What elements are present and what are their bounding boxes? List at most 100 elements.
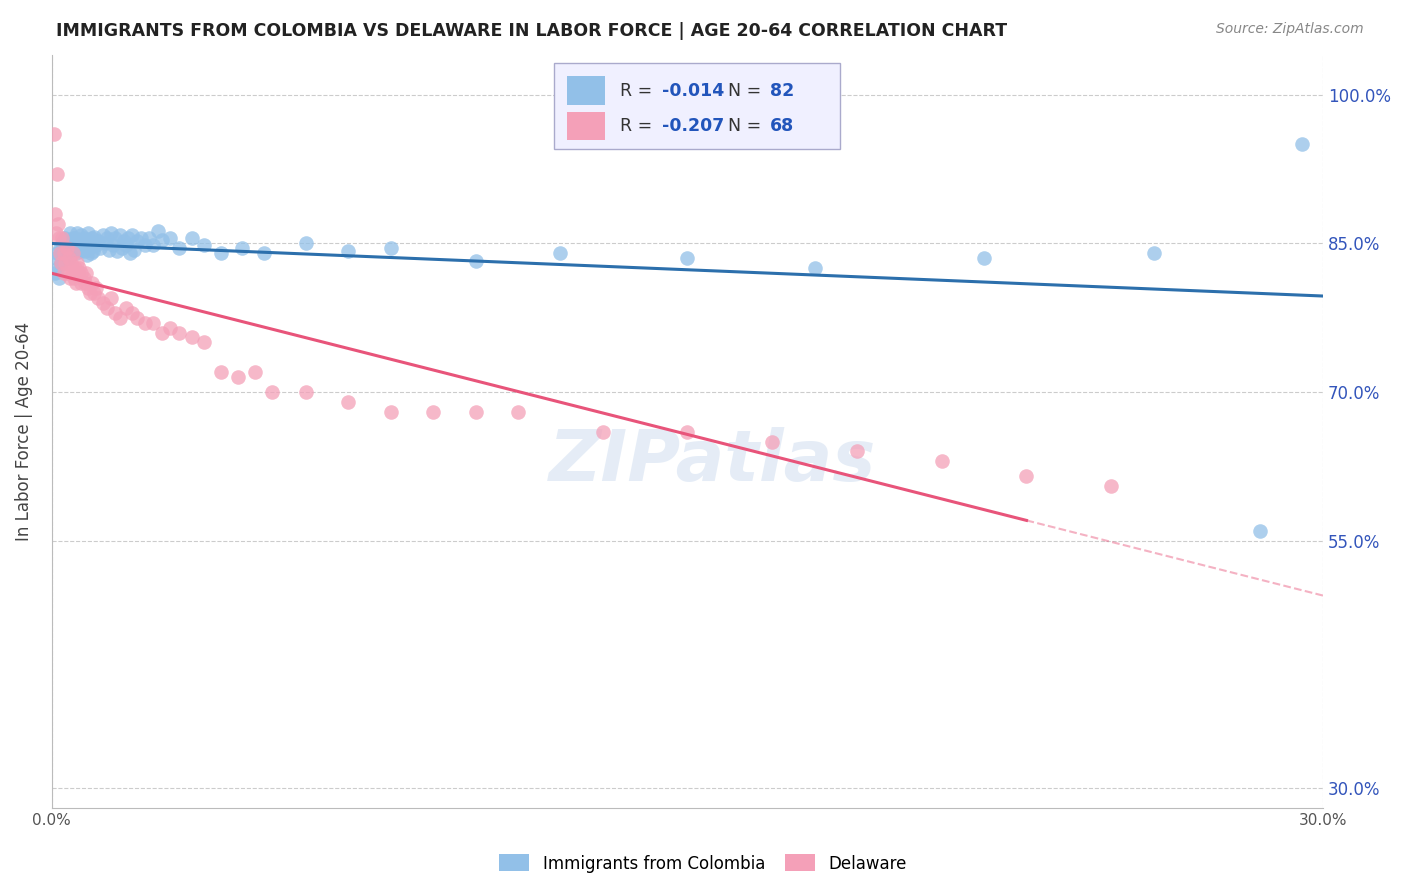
Point xyxy=(62,271,84,285)
Legend: Immigrants from Colombia, Delaware: Immigrants from Colombia, Delaware xyxy=(492,847,914,880)
Point xyxy=(72,271,94,285)
Point xyxy=(72,231,94,245)
Point xyxy=(58,271,80,285)
Point xyxy=(676,252,699,266)
Point xyxy=(58,252,80,266)
Point xyxy=(45,167,67,181)
Point xyxy=(1142,246,1164,260)
Point xyxy=(53,246,76,260)
Point xyxy=(87,291,110,305)
Point xyxy=(1249,524,1271,538)
Point xyxy=(146,225,169,239)
Point xyxy=(180,330,202,344)
Point xyxy=(59,236,82,251)
Point xyxy=(108,228,131,243)
Point xyxy=(931,454,953,468)
Point xyxy=(79,235,101,249)
Point xyxy=(167,241,190,255)
Point xyxy=(66,256,89,270)
Point xyxy=(75,266,97,280)
Point xyxy=(87,235,110,249)
Point xyxy=(49,241,72,255)
Point xyxy=(115,301,138,315)
Point xyxy=(337,244,360,259)
Point xyxy=(76,227,98,241)
Point xyxy=(45,227,67,241)
Point xyxy=(107,244,129,259)
Point xyxy=(65,276,87,290)
Point xyxy=(125,310,148,325)
Point xyxy=(60,246,83,260)
Point xyxy=(506,405,529,419)
Point xyxy=(209,246,232,260)
Point xyxy=(159,320,181,334)
Text: N =: N = xyxy=(728,117,762,135)
Point xyxy=(65,246,87,260)
Point xyxy=(1291,137,1313,152)
Point xyxy=(60,266,83,280)
Point xyxy=(44,266,66,280)
Point xyxy=(67,261,90,276)
Point xyxy=(100,227,122,241)
Point xyxy=(77,241,100,255)
Point xyxy=(108,310,131,325)
Text: R =: R = xyxy=(620,117,652,135)
Point xyxy=(295,236,318,251)
Point xyxy=(253,246,276,260)
Text: -0.014: -0.014 xyxy=(662,81,724,100)
Point xyxy=(67,235,90,249)
Point xyxy=(134,238,156,252)
Point xyxy=(262,384,284,399)
Point xyxy=(142,316,165,330)
Point xyxy=(180,231,202,245)
Point xyxy=(53,256,76,270)
Point xyxy=(58,252,80,266)
Point xyxy=(96,231,118,245)
FancyBboxPatch shape xyxy=(554,62,839,149)
Point xyxy=(380,405,402,419)
Point xyxy=(973,252,995,266)
Point xyxy=(142,238,165,252)
Point xyxy=(44,207,66,221)
Point xyxy=(66,238,89,252)
Point xyxy=(84,281,107,295)
Point xyxy=(55,241,77,255)
Point xyxy=(243,365,266,379)
Point xyxy=(45,252,67,266)
Point xyxy=(422,405,444,419)
Point xyxy=(73,244,96,259)
Point xyxy=(72,241,94,255)
Point xyxy=(83,230,105,244)
Point xyxy=(120,246,142,260)
Point xyxy=(761,434,783,449)
Point xyxy=(91,228,114,243)
Point xyxy=(62,241,84,255)
Point xyxy=(209,365,232,379)
Point xyxy=(49,246,72,260)
Point xyxy=(846,444,869,458)
Point xyxy=(93,236,115,251)
Text: 82: 82 xyxy=(770,81,794,100)
Point xyxy=(56,246,79,260)
Point xyxy=(111,241,134,255)
Point xyxy=(193,238,215,252)
Point xyxy=(380,241,402,255)
Point xyxy=(63,231,86,245)
Point xyxy=(550,246,572,260)
Point xyxy=(80,246,103,260)
Point xyxy=(83,285,105,300)
Point xyxy=(46,217,69,231)
Point xyxy=(124,244,146,258)
Point xyxy=(49,256,72,270)
Point xyxy=(52,266,75,280)
Point xyxy=(66,266,89,280)
Point xyxy=(89,241,111,255)
Point xyxy=(48,271,70,285)
Point xyxy=(129,231,152,245)
Point xyxy=(70,266,93,280)
Point xyxy=(464,254,486,268)
Point xyxy=(150,326,173,340)
Point xyxy=(82,244,104,259)
Point xyxy=(159,231,181,245)
FancyBboxPatch shape xyxy=(567,112,605,140)
